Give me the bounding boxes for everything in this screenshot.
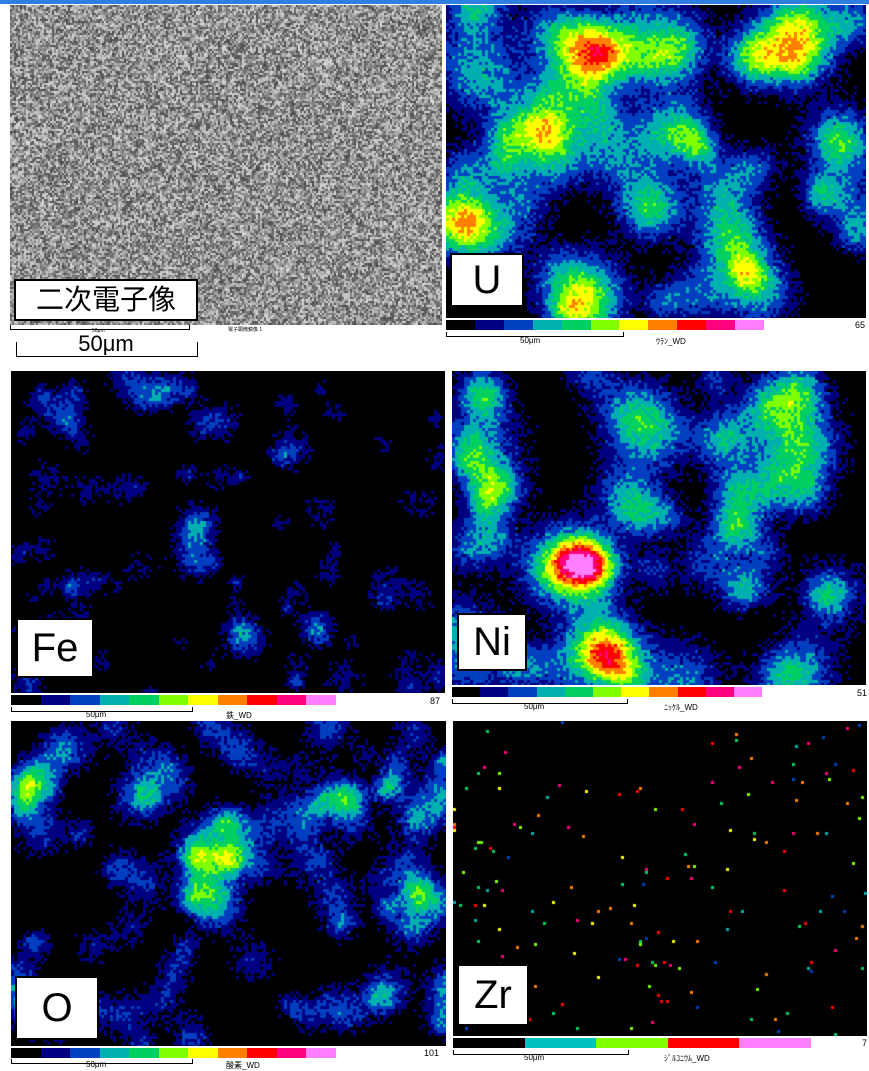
colorbar-swatch — [40, 1048, 71, 1058]
colorbar-swatch — [70, 1048, 100, 1058]
colorbar-swatch — [503, 320, 533, 330]
colorbar-swatch — [452, 687, 481, 697]
fe-scalebar — [11, 707, 193, 712]
colorbar-swatch — [276, 1048, 307, 1058]
ni-colorbar — [452, 687, 763, 697]
ni-label: Ni — [457, 613, 527, 671]
colorbar-swatch — [596, 1038, 668, 1048]
colorbar-swatch — [247, 1048, 277, 1058]
colorbar-swatch — [276, 695, 307, 705]
ni-max-value: 51 — [857, 688, 868, 698]
colorbar-swatch — [158, 1048, 189, 1058]
colorbar-swatch — [524, 1038, 597, 1048]
colorbar-swatch — [188, 1048, 218, 1058]
colorbar-swatch — [590, 320, 620, 330]
u-colorbar — [446, 320, 764, 330]
colorbar-swatch — [706, 320, 736, 330]
colorbar-swatch — [536, 687, 565, 697]
colorbar-swatch — [70, 695, 100, 705]
sem-caption: 電子顕微鏡像 1 — [228, 327, 263, 333]
colorbar-swatch — [453, 1038, 525, 1048]
colorbar-swatch — [188, 695, 218, 705]
colorbar-swatch — [739, 1038, 811, 1048]
u-label: U — [450, 253, 524, 307]
zr-scale-text: 50μm — [524, 1053, 545, 1062]
colorbar-swatch — [40, 695, 71, 705]
fe-scale-text: 50μm — [86, 710, 107, 719]
zr-scalebar — [453, 1050, 629, 1055]
colorbar-swatch — [446, 320, 475, 330]
u-max-value: 65 — [855, 320, 866, 330]
colorbar-swatch — [532, 320, 562, 330]
u-caption: ｳﾗﾝ_WD — [656, 337, 686, 346]
fe-max-value: 87 — [430, 696, 441, 706]
colorbar-swatch — [306, 695, 337, 705]
colorbar-swatch — [99, 1048, 130, 1058]
sem-big-scalebar — [16, 342, 198, 357]
colorbar-swatch — [705, 687, 734, 697]
o-scalebar — [11, 1059, 193, 1064]
colorbar-swatch — [561, 320, 591, 330]
colorbar-swatch — [129, 1048, 159, 1058]
colorbar-swatch — [667, 1038, 740, 1048]
colorbar-swatch — [474, 320, 504, 330]
u-map-panel: U — [446, 5, 866, 318]
sem-big-scale-text: 50μm — [78, 331, 134, 356]
colorbar-swatch — [592, 687, 622, 697]
colorbar-swatch — [564, 687, 593, 697]
colorbar-swatch — [11, 695, 41, 705]
fe-map-panel: Fe — [11, 371, 445, 693]
colorbar-swatch — [733, 687, 763, 697]
ni-caption: ﾆｯｹﾙ_WD — [664, 703, 698, 712]
colorbar-swatch — [619, 320, 649, 330]
sem-micrograph — [10, 5, 442, 325]
fe-caption: 鉄_WD — [226, 711, 252, 720]
colorbar-swatch — [508, 687, 537, 697]
sem-label: 二次電子像 — [14, 279, 198, 321]
colorbar-swatch — [306, 1048, 337, 1058]
ni-map-panel: Ni — [452, 371, 866, 685]
colorbar-swatch — [217, 1048, 248, 1058]
zr-map-panel: Zr — [453, 721, 867, 1036]
zr-caption: ｼﾞﾙｺﾆｳﾑ_WD — [664, 1054, 710, 1063]
colorbar-swatch — [621, 687, 650, 697]
ni-scale-text: 50μm — [524, 702, 545, 711]
u-scale-text: 50μm — [520, 336, 541, 345]
sem-small-scale-text: 50μm — [92, 328, 105, 334]
zr-max-value: 7 — [862, 1038, 868, 1048]
sem-image-panel: 二次電子像 — [10, 5, 442, 325]
fe-colorbar — [11, 695, 337, 705]
colorbar-swatch — [677, 687, 706, 697]
colorbar-swatch — [480, 687, 509, 697]
colorbar-swatch — [158, 695, 189, 705]
colorbar-swatch — [99, 695, 130, 705]
colorbar-swatch — [735, 320, 764, 330]
colorbar-swatch — [11, 1048, 41, 1058]
colorbar-swatch — [129, 695, 159, 705]
o-caption: 酸素_WD — [226, 1061, 260, 1070]
colorbar-swatch — [247, 695, 277, 705]
colorbar-swatch — [648, 320, 678, 330]
zr-label: Zr — [457, 964, 529, 1026]
ni-scalebar — [452, 699, 628, 704]
colorbar-swatch — [217, 695, 248, 705]
colorbar-swatch — [649, 687, 678, 697]
sem-small-scalebar — [10, 325, 190, 330]
o-colorbar — [11, 1048, 337, 1058]
fe-label: Fe — [16, 618, 94, 678]
top-accent-bar — [0, 0, 869, 4]
o-map-panel: O — [11, 721, 446, 1046]
o-max-value: 101 — [424, 1048, 440, 1058]
u-scalebar — [446, 332, 624, 337]
o-label: O — [15, 976, 99, 1040]
zr-colorbar — [453, 1038, 811, 1048]
colorbar-swatch — [677, 320, 707, 330]
